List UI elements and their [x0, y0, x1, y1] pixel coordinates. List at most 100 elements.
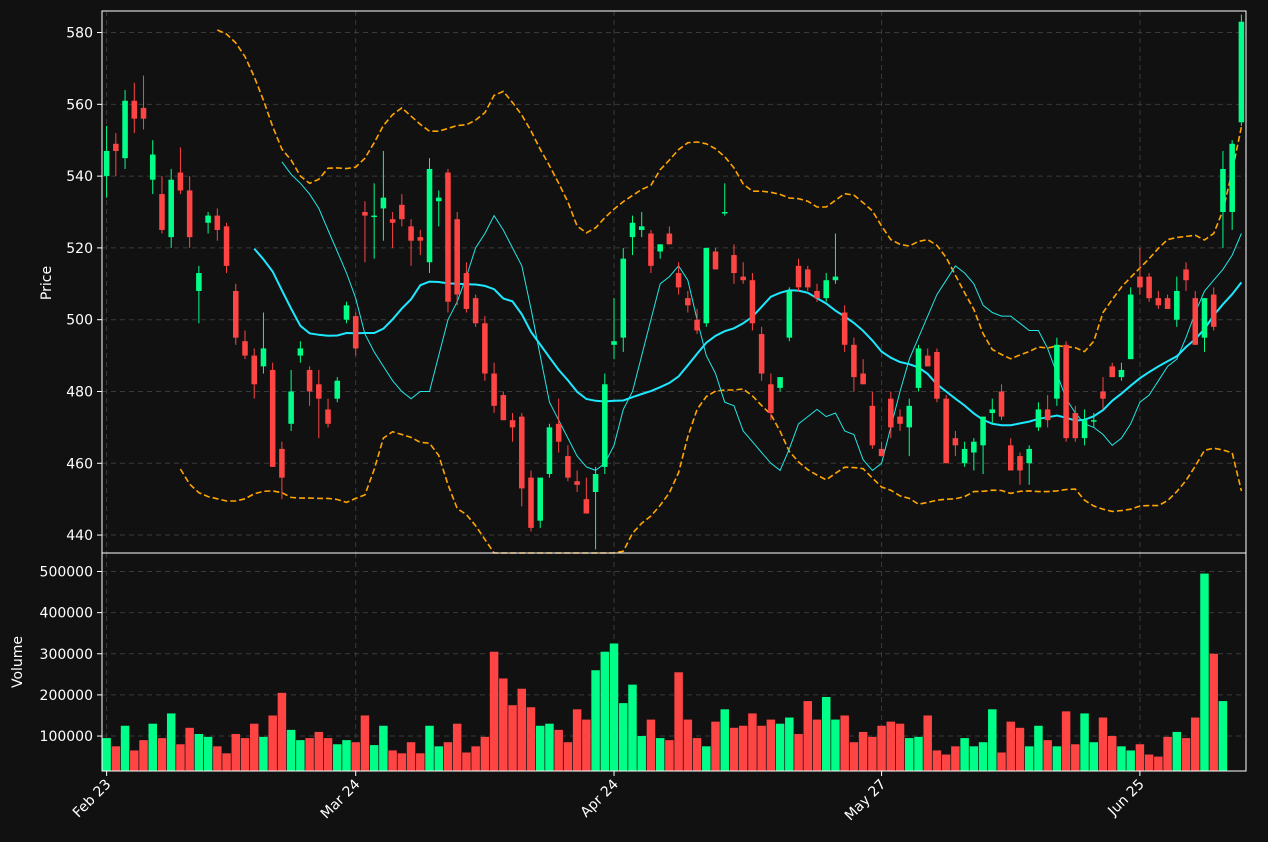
volume-bar	[203, 736, 213, 771]
candle	[417, 229, 424, 256]
candle-body	[269, 369, 276, 467]
price-y-tick-label: 580	[66, 26, 93, 42]
candle	[731, 244, 737, 284]
volume-bar	[1107, 736, 1117, 771]
candle-body	[934, 351, 940, 399]
candle-body	[611, 341, 617, 345]
volume-bar	[794, 733, 803, 771]
volume-bar	[462, 752, 471, 771]
candle	[1220, 150, 1226, 248]
volume-bar	[434, 746, 443, 771]
candle-body	[177, 172, 184, 191]
candle-body	[371, 215, 377, 218]
candle-body	[131, 100, 138, 119]
volume-bar	[665, 740, 674, 771]
volume-y-tick-label: 500000	[40, 565, 93, 581]
volume-bar	[1071, 744, 1080, 771]
price-y-ticks: 440 460 480 500 520 540 560 580	[66, 26, 102, 544]
candle-body	[648, 233, 654, 266]
candle-body	[1201, 298, 1208, 338]
candle	[648, 229, 654, 274]
candle	[823, 273, 829, 302]
candle	[906, 398, 913, 457]
candle-body	[445, 172, 451, 302]
volume-bar	[775, 723, 785, 771]
volume-bar	[222, 753, 231, 771]
volume-bar	[628, 684, 637, 771]
candle	[454, 212, 460, 306]
volume-bar	[1006, 721, 1015, 771]
candle-body	[1174, 290, 1180, 320]
candle-body	[841, 312, 848, 345]
candle-body	[906, 405, 913, 428]
candle	[1210, 287, 1217, 331]
volume-bar	[499, 678, 508, 771]
candle-body	[159, 194, 165, 230]
volume-bar	[1015, 727, 1025, 771]
candle-body	[574, 481, 580, 485]
candle-body	[1146, 276, 1152, 299]
volume-bar	[526, 707, 536, 771]
candle	[131, 82, 138, 134]
volume-bar	[702, 746, 711, 771]
candle-body	[1035, 409, 1042, 428]
volume-bar	[471, 746, 480, 771]
volume-bars	[102, 573, 1228, 771]
candle	[1017, 452, 1023, 485]
volume-bar	[1144, 754, 1154, 771]
candle-body	[149, 154, 156, 180]
volume-bar	[406, 742, 416, 771]
candle-body	[758, 334, 765, 374]
candle-body	[279, 448, 285, 478]
candle	[435, 190, 442, 227]
bollinger-lower-line	[179, 388, 1243, 554]
candle	[223, 222, 230, 274]
candle-body	[1072, 413, 1079, 439]
candle-body	[168, 179, 174, 238]
candle	[666, 226, 673, 245]
candle-body	[1137, 276, 1143, 288]
volume-bar	[369, 745, 379, 771]
candle-body	[851, 344, 857, 378]
candle-body	[814, 290, 820, 299]
candle	[1174, 276, 1180, 327]
candle-body	[482, 323, 488, 374]
volume-bar	[1080, 713, 1089, 771]
price-y-tick-label: 520	[66, 241, 93, 257]
candle-body	[491, 373, 497, 406]
candle	[574, 470, 580, 492]
volume-bar	[1181, 738, 1191, 771]
volume-bar	[176, 744, 185, 771]
candle	[611, 298, 617, 360]
candle-body	[795, 265, 802, 288]
price-y-tick-label: 440	[66, 528, 93, 544]
volume-bar	[1209, 653, 1218, 771]
price-y-tick-label: 460	[66, 456, 93, 472]
candle	[113, 133, 119, 177]
volume-bar	[1218, 701, 1228, 771]
volume-bar	[480, 736, 490, 771]
price-y-tick-label: 500	[66, 313, 93, 329]
candle-body	[777, 377, 783, 388]
candle	[712, 247, 719, 270]
candle-body	[196, 273, 202, 291]
candle	[445, 168, 451, 313]
volume-bar	[535, 725, 545, 771]
volume-bar	[609, 643, 619, 771]
candle-body	[832, 276, 839, 281]
candle-body	[989, 409, 996, 414]
candle	[1229, 140, 1235, 230]
volume-bar	[997, 752, 1006, 771]
candle	[1238, 14, 1245, 126]
candle	[1072, 405, 1079, 442]
volume-y-tick-label: 100000	[40, 729, 93, 745]
candlesticks	[103, 14, 1245, 550]
volume-bar	[812, 719, 822, 771]
volume-bar	[120, 725, 130, 771]
candle	[869, 391, 876, 449]
candle	[768, 373, 774, 421]
candle-body	[103, 150, 110, 177]
candle-body	[685, 298, 691, 306]
candle	[482, 316, 488, 381]
